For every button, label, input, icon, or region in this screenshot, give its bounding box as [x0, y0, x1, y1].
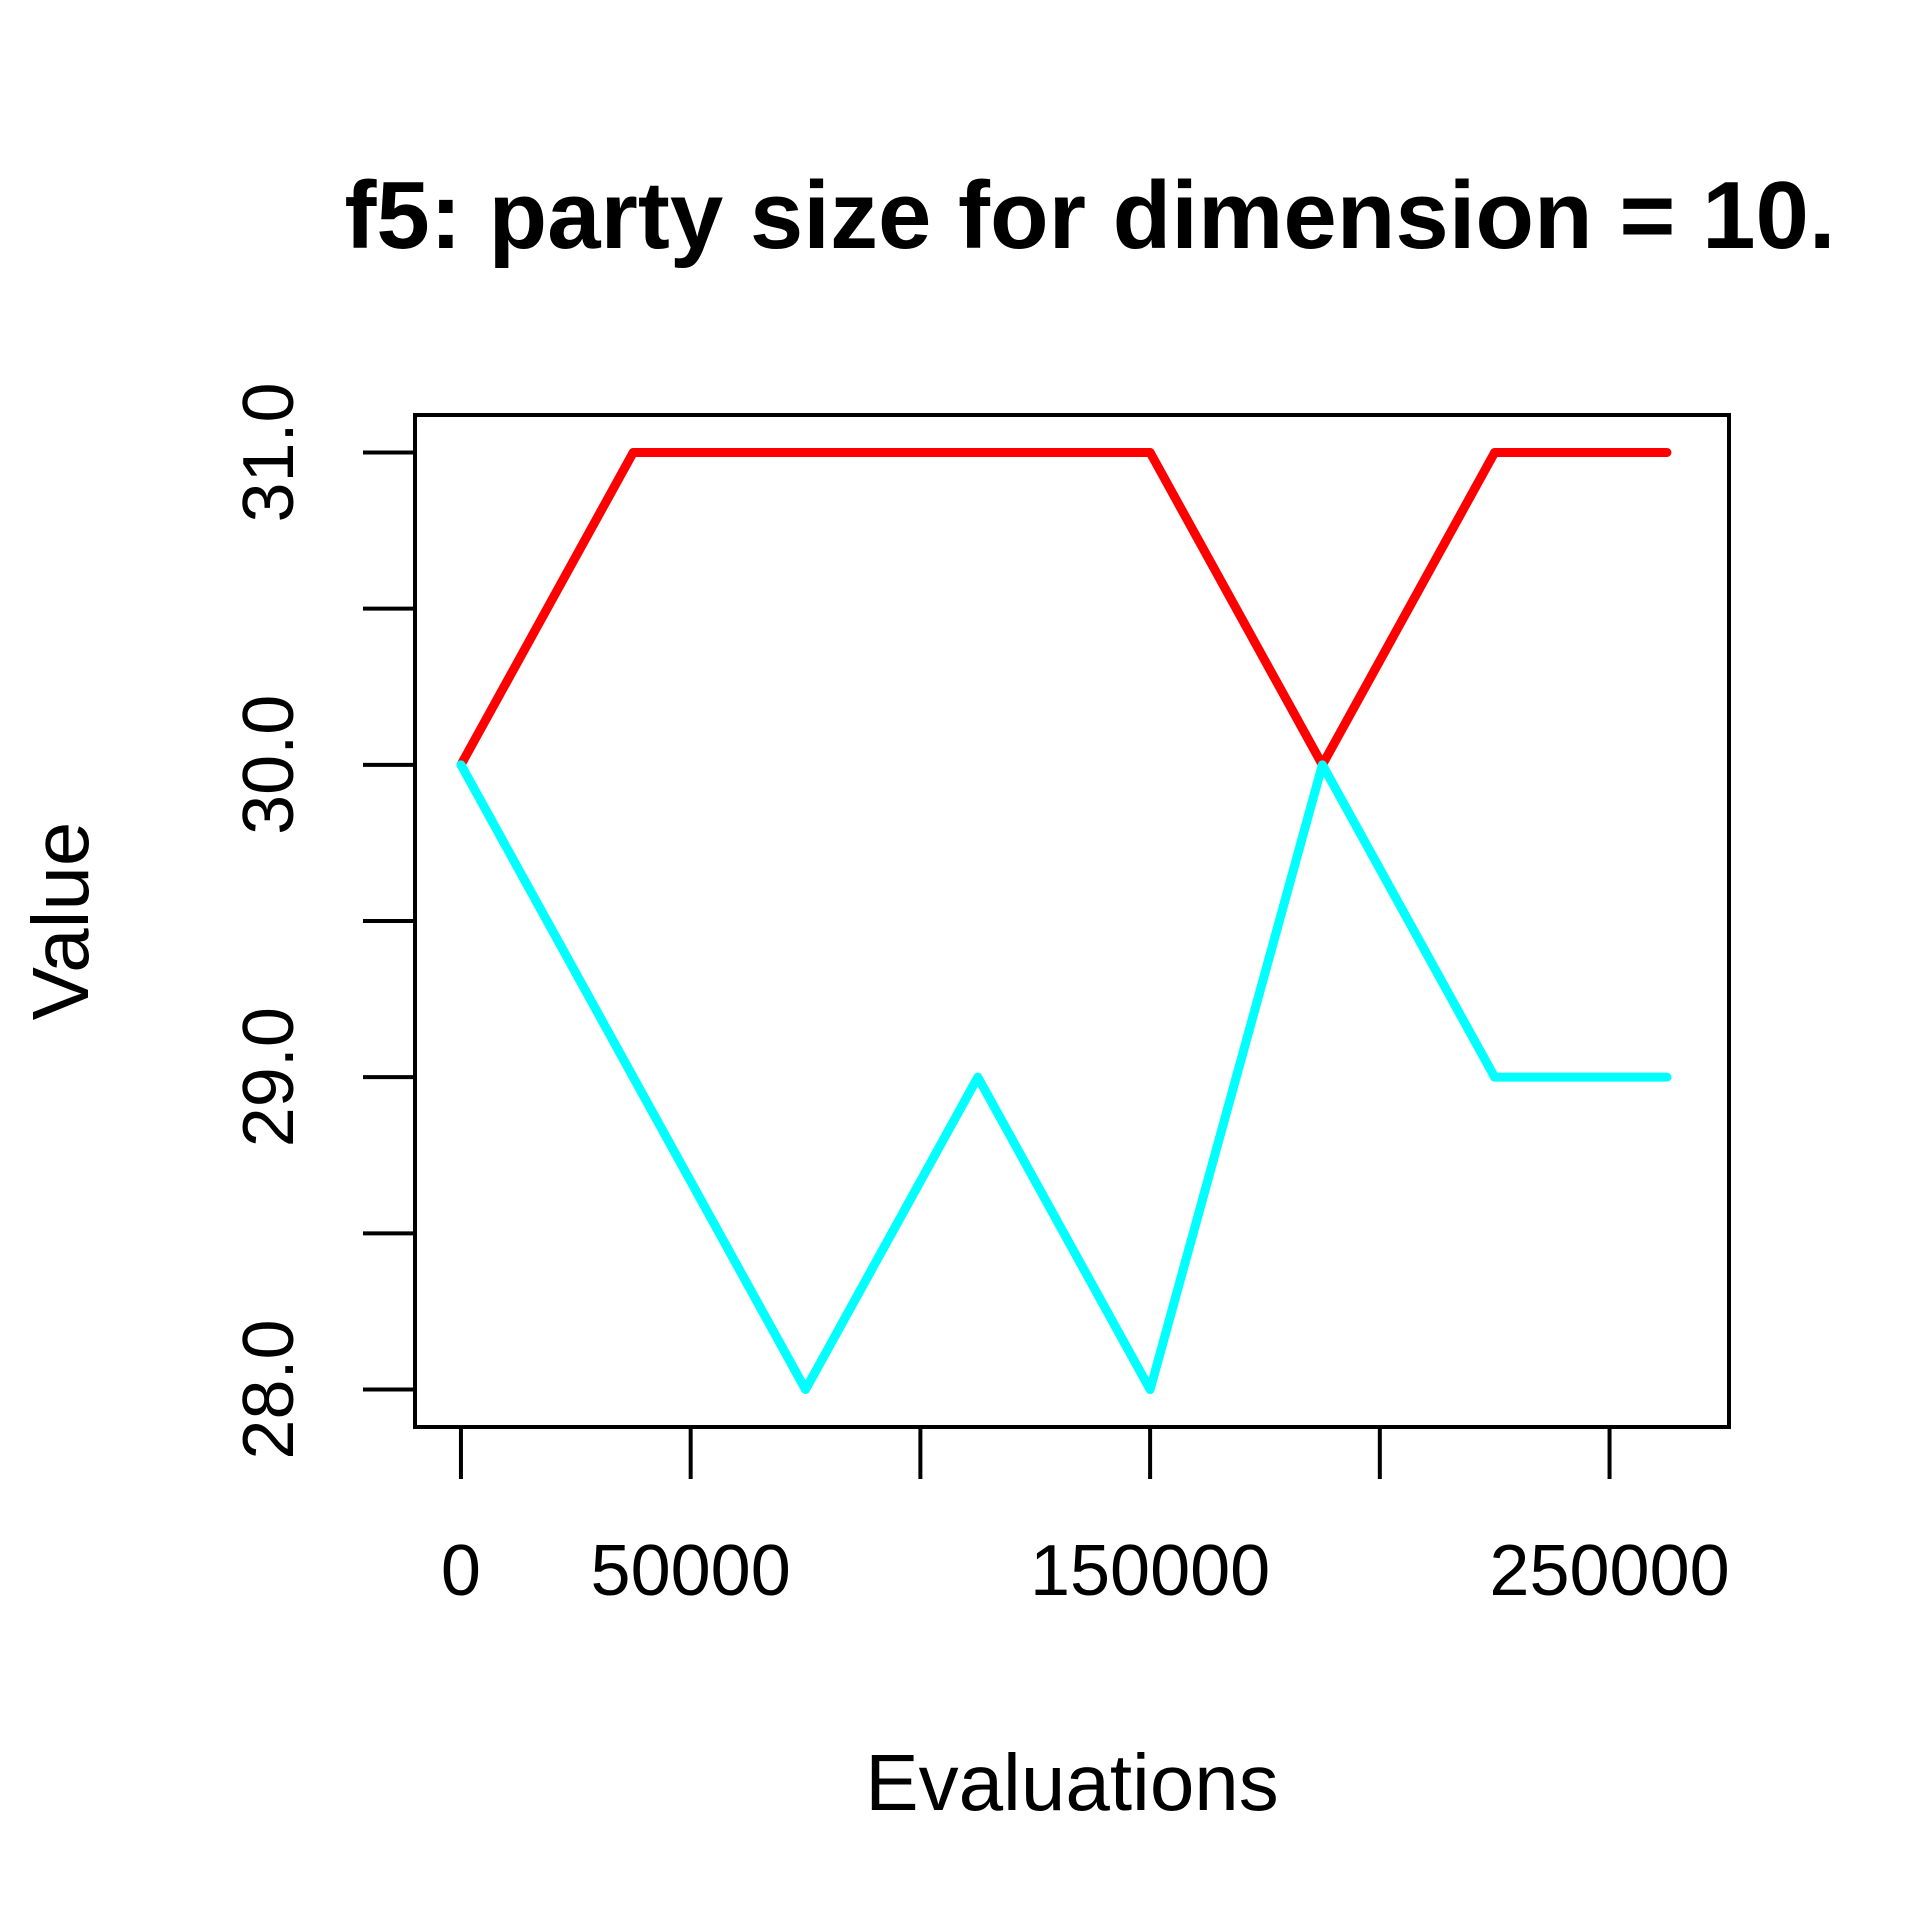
- y-axis-label: Value: [16, 822, 105, 1021]
- x-tick-label: 0: [441, 1531, 481, 1611]
- x-axis: 0 50000 150000 250000: [441, 1427, 1730, 1611]
- x-axis-label: Evaluations: [865, 1738, 1279, 1827]
- y-axis: 28.0 29.0 30.0 31.0: [229, 382, 415, 1460]
- x-tick-label: 250000: [1489, 1531, 1729, 1611]
- series-group: [456, 447, 1672, 1395]
- x-tick-label: 150000: [1030, 1531, 1270, 1611]
- series-line-2: [456, 760, 1672, 1395]
- y-tick-label: 28.0: [229, 1319, 309, 1459]
- chart-title: f5: party size for dimension = 10.: [344, 162, 1835, 269]
- plot-frame: [413, 413, 1731, 1429]
- y-tick-label: 29.0: [229, 1007, 309, 1147]
- y-tick-label: 31.0: [229, 382, 309, 522]
- x-tick-label: 50000: [591, 1531, 791, 1611]
- y-tick-label: 30.0: [229, 695, 309, 835]
- series-line-1: [456, 447, 1672, 770]
